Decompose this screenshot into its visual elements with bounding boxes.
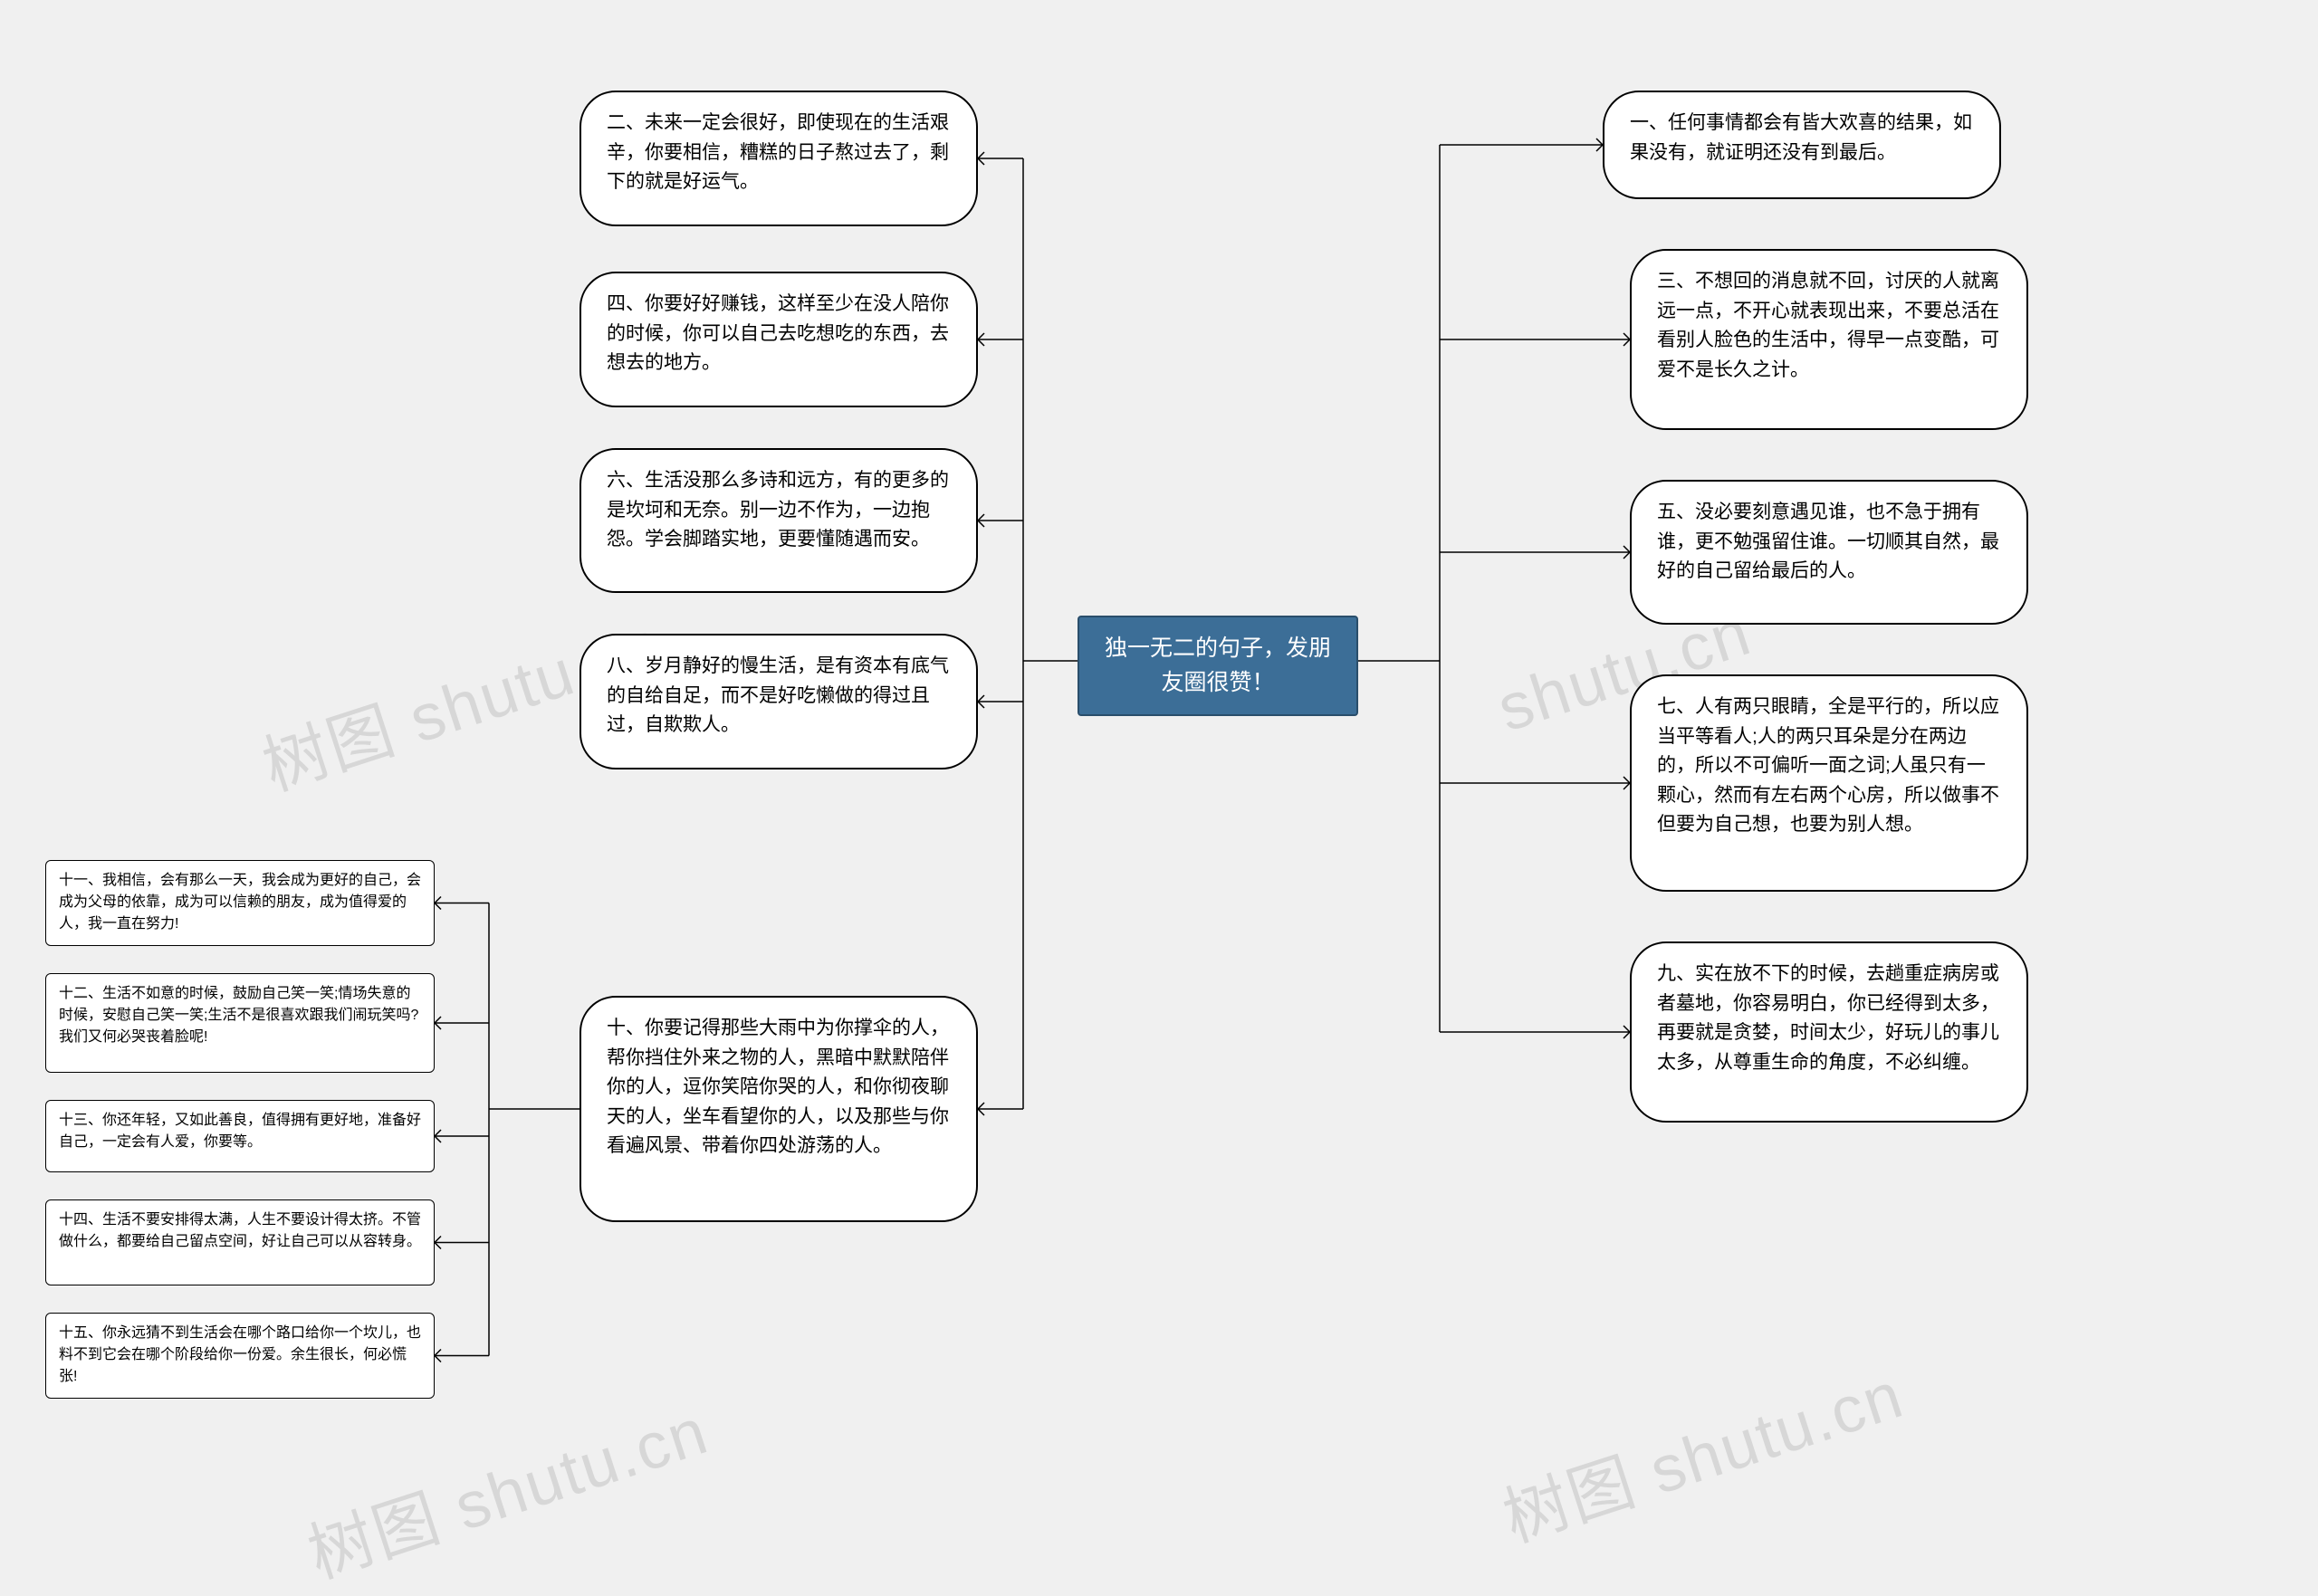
node-n2: 二、未来一定会很好，即使现在的生活艰辛，你要相信，糟糕的日子熬过去了，剩下的就是… — [580, 91, 978, 226]
node-n8: 八、岁月静好的慢生活，是有资本有底气的自给自足，而不是好吃懒做的得过且过，自欺欺… — [580, 634, 978, 769]
node-n13: 十三、你还年轻，又如此善良，值得拥有更好地，准备好自己，一定会有人爱，你要等。 — [45, 1100, 435, 1172]
node-n6: 六、生活没那么多诗和远方，有的更多的是坎坷和无奈。别一边不作为，一边抱怨。学会脚… — [580, 448, 978, 593]
node-n9: 九、实在放不下的时候，去趟重症病房或者墓地，你容易明白，你已经得到太多，再要就是… — [1630, 941, 2028, 1123]
node-n11: 十一、我相信，会有那么一天，我会成为更好的自己，会成为父母的依靠，成为可以信赖的… — [45, 860, 435, 946]
center-node: 独一无二的句子，发朋友圈很赞！ — [1078, 616, 1358, 716]
mindmap-canvas: 树图 shutu.cnshutu.cn树图 shutu.cn树图 shutu.c… — [0, 0, 2318, 1479]
node-n12: 十二、生活不如意的时候，鼓励自己笑一笑;情场失意的时候，安慰自己笑一笑;生活不是… — [45, 973, 435, 1073]
watermark: 树图 shutu.cn — [1489, 1342, 1913, 1560]
node-n3: 三、不想回的消息就不回，讨厌的人就离远一点，不开心就表现出来，不要总活在看别人脸… — [1630, 249, 2028, 430]
node-n1: 一、任何事情都会有皆大欢喜的结果，如果没有，就证明还没有到最后。 — [1603, 91, 2001, 199]
node-n7: 七、人有两只眼睛，全是平行的，所以应当平等看人;人的两只耳朵是分在两边的，所以不… — [1630, 674, 2028, 892]
node-n5: 五、没必要刻意遇见谁，也不急于拥有谁，更不勉强留住谁。一切顺其自然，最好的自己留… — [1630, 480, 2028, 625]
node-n14: 十四、生活不要安排得太满，人生不要设计得太挤。不管做什么，都要给自己留点空间，好… — [45, 1199, 435, 1285]
watermark: 树图 shutu.cn — [294, 1378, 718, 1596]
node-n10: 十、你要记得那些大雨中为你撑伞的人，帮你挡住外来之物的人，黑暗中默默陪伴你的人，… — [580, 996, 978, 1222]
node-n4: 四、你要好好赚钱，这样至少在没人陪你的时候，你可以自己去吃想吃的东西，去想去的地… — [580, 272, 978, 407]
node-n15: 十五、你永远猜不到生活会在哪个路口给你一个坎儿，也料不到它会在哪个阶段给你一份爱… — [45, 1313, 435, 1399]
